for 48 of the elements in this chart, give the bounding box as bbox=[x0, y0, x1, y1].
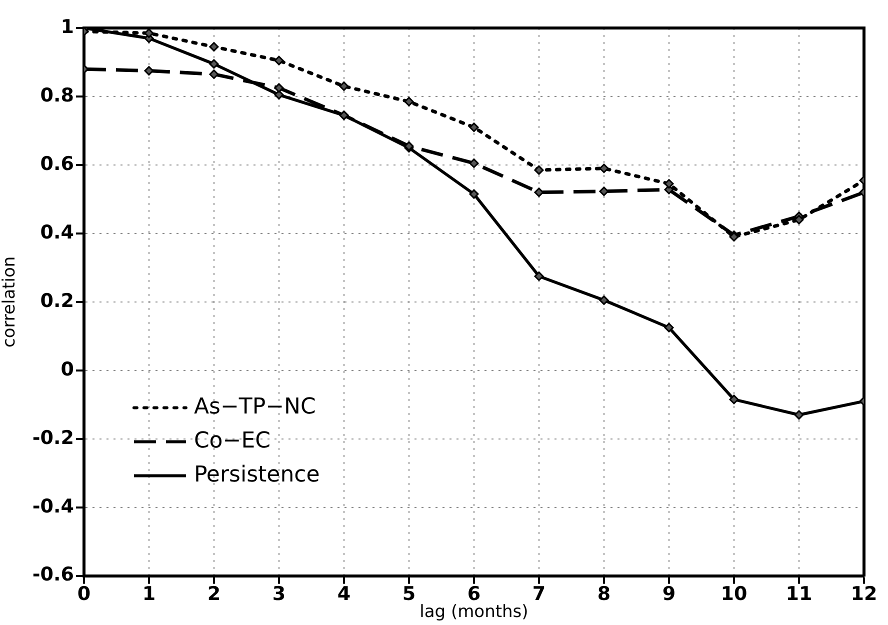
x-tick-label: 2 bbox=[207, 583, 221, 606]
point bbox=[404, 96, 414, 106]
y-tick-label: -0.2 bbox=[32, 426, 74, 449]
legend-label: Co−EC bbox=[194, 428, 270, 454]
point bbox=[599, 186, 609, 196]
point bbox=[144, 28, 154, 38]
y-tick-label: -0.6 bbox=[32, 564, 74, 586]
point bbox=[664, 322, 674, 332]
y-tick-label: 0.2 bbox=[40, 290, 74, 312]
point bbox=[339, 81, 349, 91]
point bbox=[144, 66, 154, 76]
y-tick-label: 0.6 bbox=[40, 152, 74, 175]
x-tick-label: 9 bbox=[662, 583, 676, 606]
y-tick-label: 1 bbox=[60, 16, 74, 38]
point bbox=[274, 90, 284, 100]
point bbox=[599, 295, 609, 305]
point bbox=[534, 188, 544, 198]
point bbox=[664, 179, 674, 189]
point bbox=[599, 164, 609, 174]
legend-label: Persistence bbox=[194, 462, 320, 488]
x-tick-label: 11 bbox=[786, 583, 812, 606]
y-axis-title: correlation bbox=[0, 256, 20, 348]
x-tick-label: 4 bbox=[337, 583, 351, 606]
point bbox=[209, 42, 219, 52]
point bbox=[274, 83, 284, 93]
x-tick-label: 12 bbox=[850, 583, 878, 606]
point bbox=[729, 394, 739, 404]
point bbox=[534, 271, 544, 281]
x-tick-label: 10 bbox=[720, 583, 748, 606]
point bbox=[209, 59, 219, 69]
point bbox=[534, 165, 544, 175]
point bbox=[469, 189, 479, 199]
point bbox=[469, 122, 479, 132]
x-tick-label: 0 bbox=[77, 583, 91, 606]
x-tick-label: 8 bbox=[597, 583, 611, 606]
y-tick-label: 0.8 bbox=[40, 84, 74, 106]
legend-label: As−TP−NC bbox=[194, 394, 316, 420]
y-tick-label: 0 bbox=[60, 358, 74, 380]
point bbox=[469, 158, 479, 168]
point bbox=[209, 69, 219, 79]
x-tick-label: 5 bbox=[402, 583, 416, 606]
point bbox=[794, 410, 804, 420]
point bbox=[274, 56, 284, 66]
x-tick-label: 7 bbox=[532, 583, 546, 606]
y-tick-label: 0.4 bbox=[40, 221, 74, 244]
y-tick-label: -0.4 bbox=[32, 495, 74, 518]
x-tick-label: 3 bbox=[272, 583, 286, 606]
x-tick-label: 1 bbox=[142, 583, 156, 606]
